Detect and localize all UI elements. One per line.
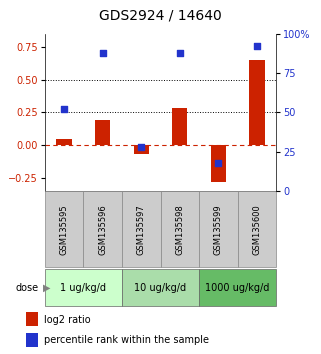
Bar — [211, 145, 226, 182]
Bar — [122, 191, 160, 267]
Bar — [160, 191, 199, 267]
Point — [62, 107, 67, 112]
Bar — [26, 312, 38, 326]
Bar — [83, 191, 122, 267]
Bar — [45, 269, 122, 306]
Point — [177, 50, 182, 55]
Text: GSM135595: GSM135595 — [60, 204, 69, 255]
Bar — [238, 191, 276, 267]
Point — [100, 50, 105, 55]
Bar — [122, 269, 199, 306]
Text: GSM135598: GSM135598 — [175, 204, 184, 255]
Bar — [45, 191, 83, 267]
Bar — [56, 139, 72, 145]
Text: GDS2924 / 14640: GDS2924 / 14640 — [99, 9, 222, 23]
Text: GSM135596: GSM135596 — [98, 204, 107, 255]
Text: 1 ug/kg/d: 1 ug/kg/d — [60, 282, 107, 293]
Text: 1000 ug/kg/d: 1000 ug/kg/d — [205, 282, 270, 293]
Text: dose: dose — [15, 282, 39, 293]
Text: ▶: ▶ — [43, 282, 51, 293]
Point — [216, 160, 221, 166]
Text: GSM135600: GSM135600 — [252, 204, 261, 255]
Bar — [199, 269, 276, 306]
Bar — [249, 60, 265, 145]
Text: GSM135597: GSM135597 — [137, 204, 146, 255]
Bar — [95, 120, 110, 145]
Text: log2 ratio: log2 ratio — [44, 315, 91, 325]
Bar — [26, 333, 38, 347]
Point — [254, 44, 259, 49]
Text: GSM135599: GSM135599 — [214, 204, 223, 255]
Bar — [134, 145, 149, 154]
Text: percentile rank within the sample: percentile rank within the sample — [44, 335, 209, 345]
Point — [139, 144, 144, 150]
Bar — [199, 191, 238, 267]
Text: 10 ug/kg/d: 10 ug/kg/d — [134, 282, 187, 293]
Bar — [172, 108, 187, 145]
